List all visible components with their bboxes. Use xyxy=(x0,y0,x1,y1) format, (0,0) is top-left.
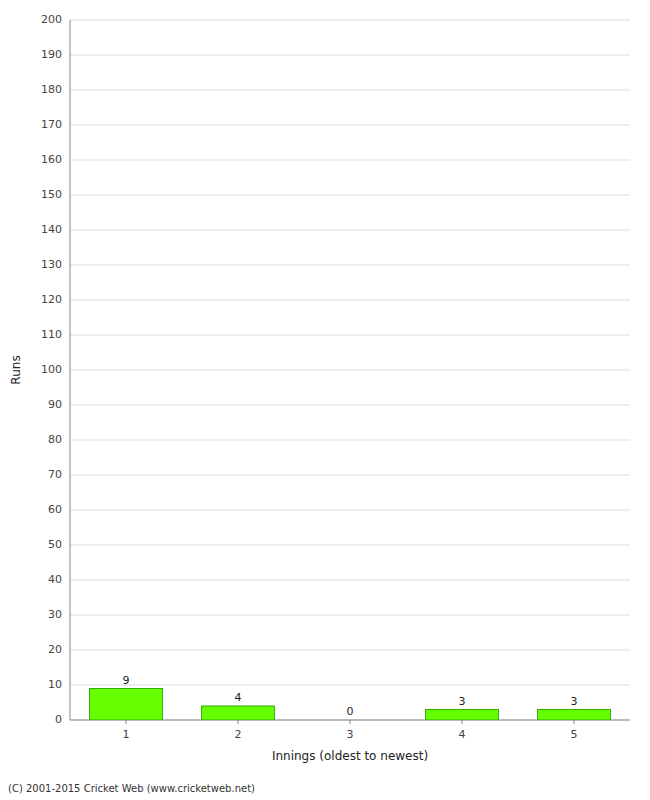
data-label: 3 xyxy=(459,695,466,708)
bar xyxy=(538,710,611,721)
grid-line xyxy=(70,370,630,371)
y-tick-label: 0 xyxy=(55,713,62,726)
y-tick-label: 150 xyxy=(41,188,62,201)
bar xyxy=(314,720,387,721)
grid-line xyxy=(70,615,630,616)
grid-line xyxy=(70,265,630,266)
grid-line xyxy=(70,230,630,231)
grid-line xyxy=(70,90,630,91)
grid-line xyxy=(70,300,630,301)
y-tick-label: 140 xyxy=(41,223,62,236)
x-axis-label: Innings (oldest to newest) xyxy=(272,749,428,763)
footnote: (C) 2001-2015 Cricket Web (www.cricketwe… xyxy=(8,783,255,794)
y-tick-label: 170 xyxy=(41,118,62,131)
bar xyxy=(90,689,163,721)
grid-line xyxy=(70,545,630,546)
y-tick-label: 120 xyxy=(41,293,62,306)
grid-line xyxy=(70,510,630,511)
y-tick-label: 50 xyxy=(48,538,62,551)
y-axis-line xyxy=(70,20,71,720)
y-tick-label: 160 xyxy=(41,153,62,166)
y-tick-label: 10 xyxy=(48,678,62,691)
data-label: 3 xyxy=(571,695,578,708)
x-tick xyxy=(126,720,127,724)
bar xyxy=(202,706,275,720)
y-tick-label: 80 xyxy=(48,433,62,446)
grid-line xyxy=(70,125,630,126)
data-label: 4 xyxy=(235,691,242,704)
y-tick-label: 70 xyxy=(48,468,62,481)
x-tick-label: 4 xyxy=(459,728,466,741)
y-tick-label: 100 xyxy=(41,363,62,376)
grid-line xyxy=(70,160,630,161)
y-tick-label: 130 xyxy=(41,258,62,271)
grid-line xyxy=(70,475,630,476)
bars xyxy=(90,689,611,721)
x-tick-label: 3 xyxy=(347,728,354,741)
data-label: 0 xyxy=(347,705,354,718)
y-tick-label: 40 xyxy=(48,573,62,586)
y-tick-label: 180 xyxy=(41,83,62,96)
x-tick xyxy=(462,720,463,724)
grid-line xyxy=(70,440,630,441)
y-tick-label: 20 xyxy=(48,643,62,656)
y-tick-label: 110 xyxy=(41,328,62,341)
grid-line xyxy=(70,405,630,406)
grid-line xyxy=(70,580,630,581)
grid-line xyxy=(70,55,630,56)
x-tick-label: 5 xyxy=(571,728,578,741)
y-tick-label: 60 xyxy=(48,503,62,516)
x-tick xyxy=(238,720,239,724)
grid xyxy=(70,20,630,720)
x-tick-label: 2 xyxy=(235,728,242,741)
grid-line xyxy=(70,685,630,686)
data-label: 9 xyxy=(123,674,130,687)
y-axis-label: Runs xyxy=(9,355,23,384)
y-tick-label: 190 xyxy=(41,48,62,61)
x-tick xyxy=(350,720,351,724)
bar xyxy=(426,710,499,721)
chart: 0102030405060708090100110120130140150160… xyxy=(0,0,650,800)
chart-container: 0102030405060708090100110120130140150160… xyxy=(0,0,650,800)
x-tick xyxy=(574,720,575,724)
grid-line xyxy=(70,650,630,651)
x-tick-label: 1 xyxy=(123,728,130,741)
grid-line xyxy=(70,335,630,336)
y-tick-label: 30 xyxy=(48,608,62,621)
grid-line xyxy=(70,195,630,196)
y-tick-label: 90 xyxy=(48,398,62,411)
plot: 0102030405060708090100110120130140150160… xyxy=(41,13,630,741)
grid-line xyxy=(70,20,630,21)
y-tick-label: 200 xyxy=(41,13,62,26)
